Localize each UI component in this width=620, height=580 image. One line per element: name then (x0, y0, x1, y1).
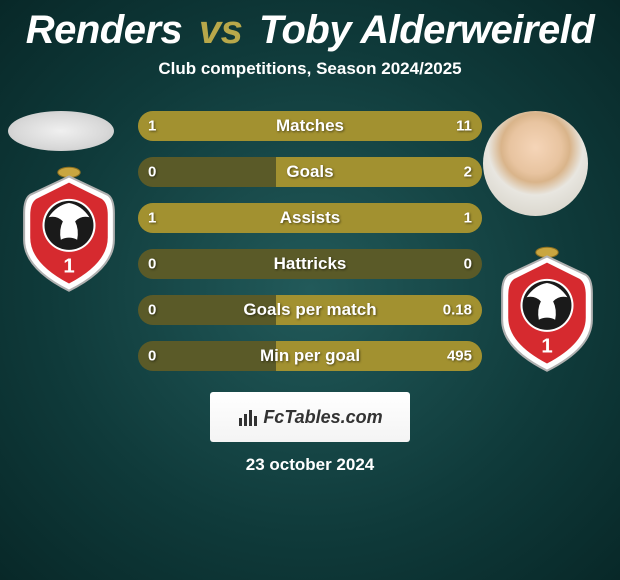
stat-bar: 00Hattricks (138, 249, 482, 279)
watermark-badge: FcTables.com (210, 392, 410, 442)
antwerp-badge-icon: 1 (18, 166, 120, 294)
stat-bars: 111Matches 02Goals 11Assists 00Hattricks 00.… (138, 111, 482, 387)
player2-club-badge: 1 (496, 246, 598, 374)
stat-bar: 11Assists (138, 203, 482, 233)
stat-label: Matches (138, 116, 482, 136)
chart-icon (237, 406, 259, 428)
player1-name: Renders (26, 8, 183, 52)
stat-bar: 111Matches (138, 111, 482, 141)
comparison-title: Renders vs Toby Alderweireld (0, 0, 620, 53)
antwerp-badge-icon: 1 (496, 246, 598, 374)
stat-bar: 00.18Goals per match (138, 295, 482, 325)
watermark-text: FcTables.com (263, 407, 382, 428)
vs-text: vs (199, 8, 243, 52)
player1-club-badge: 1 (18, 166, 120, 294)
svg-text:1: 1 (541, 335, 552, 357)
stat-label: Goals (138, 162, 482, 182)
player2-name: Toby Alderweireld (259, 8, 594, 52)
player1-avatar (8, 111, 114, 151)
stat-label: Goals per match (138, 300, 482, 320)
stat-label: Hattricks (138, 254, 482, 274)
date-text: 23 october 2024 (0, 455, 620, 475)
player2-avatar (483, 111, 588, 216)
stat-label: Assists (138, 208, 482, 228)
svg-text:1: 1 (63, 255, 74, 277)
subtitle: Club competitions, Season 2024/2025 (0, 59, 620, 79)
stat-label: Min per goal (138, 346, 482, 366)
stat-bar: 02Goals (138, 157, 482, 187)
stat-bar: 0495Min per goal (138, 341, 482, 371)
